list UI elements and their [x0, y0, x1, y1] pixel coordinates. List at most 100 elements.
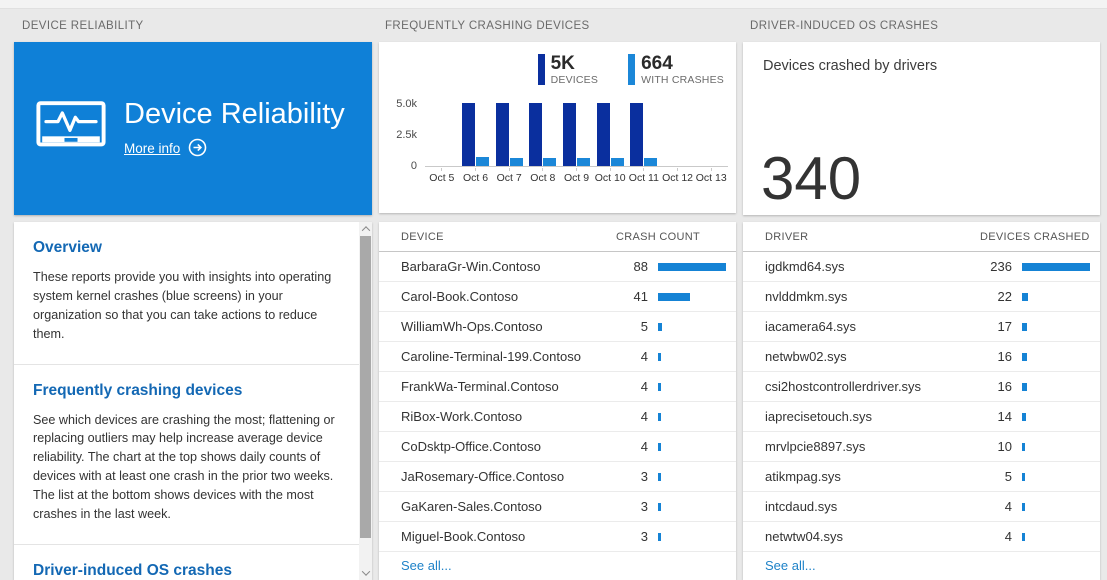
table-row[interactable]: intcdaud.sys 4 — [743, 492, 1100, 522]
row-bar — [1022, 442, 1092, 451]
chart-bar-group: Oct 5 — [425, 104, 459, 184]
legend-label: WITH CRASHES — [641, 73, 724, 86]
row-bar — [1022, 412, 1092, 421]
table-row[interactable]: igdkmd64.sys 236 — [743, 252, 1100, 282]
chart-bar — [462, 103, 475, 166]
table-row[interactable]: WilliamWh-Ops.Contoso 5 — [379, 312, 736, 342]
chart-bar-group: Oct 7 — [492, 103, 527, 184]
row-label: Carol-Book.Contoso — [401, 289, 519, 304]
chart-bar-group: Oct 6 — [458, 103, 493, 184]
table-row[interactable]: nvlddmkm.sys 22 — [743, 282, 1100, 312]
legend-item: 5K DEVICES — [537, 53, 599, 86]
table-row[interactable]: FrankWa-Terminal.Contoso 4 — [379, 372, 736, 402]
chart-bar — [529, 103, 543, 166]
row-bar — [658, 352, 728, 361]
table-row[interactable]: iaprecisetouch.sys 14 — [743, 402, 1100, 432]
row-bar — [658, 322, 728, 331]
tile-title: Device Reliability — [124, 97, 345, 130]
scrollbar-thumb[interactable] — [360, 236, 371, 538]
chart-bar-group: Oct 10 — [593, 103, 628, 184]
row-label: atikmpag.sys — [765, 469, 841, 484]
arrow-circle-icon[interactable] — [188, 138, 207, 160]
table-row[interactable]: BarbaraGr-Win.Contoso 88 — [379, 252, 736, 282]
top-band — [0, 0, 1107, 9]
row-value: 5 — [1004, 469, 1012, 484]
legend-value: 5K — [550, 53, 575, 74]
table-row[interactable]: iacamera64.sys 17 — [743, 312, 1100, 342]
drivers-table-body: igdkmd64.sys 236 nvlddmkm.sys 22 iacamera64.… — [743, 252, 1100, 552]
row-value: 3 — [640, 499, 648, 514]
table-row[interactable]: Caroline-Terminal-199.Contoso 4 — [379, 342, 736, 372]
row-label: iaprecisetouch.sys — [765, 409, 872, 424]
scrollbar-up-icon[interactable] — [359, 222, 372, 236]
section-header-frequently-crashing: FREQUENTLY CRASHING DEVICES — [385, 20, 590, 32]
row-value: 4 — [640, 379, 648, 394]
legend-label: DEVICES — [550, 73, 599, 86]
table-row[interactable]: mrvlpcie8897.sys 10 — [743, 432, 1100, 462]
legend-swatch-icon — [537, 54, 545, 85]
row-value: 17 — [997, 319, 1012, 334]
row-bar — [1022, 292, 1092, 301]
row-bar — [1022, 472, 1092, 481]
row-bar — [658, 442, 728, 451]
scrollbar[interactable] — [359, 222, 372, 580]
row-bar — [658, 532, 728, 541]
row-label: JaRosemary-Office.Contoso — [401, 469, 565, 484]
overview-heading: Overview — [33, 239, 102, 256]
table-row[interactable]: GaKaren-Sales.Contoso 3 — [379, 492, 736, 522]
chart-bar-group: Oct 13 — [694, 104, 729, 184]
more-info-link[interactable]: More info — [124, 141, 181, 156]
device-reliability-tile[interactable]: Device Reliability More info — [14, 42, 372, 215]
x-tick-label: Oct 7 — [492, 168, 526, 184]
table-row[interactable]: CoDsktp-Office.Contoso 4 — [379, 432, 736, 462]
row-value: 4 — [640, 439, 648, 454]
x-tick-label: Oct 13 — [694, 168, 728, 184]
table-row[interactable]: csi2hostcontrollerdriver.sys 16 — [743, 372, 1100, 402]
table-row[interactable]: JaRosemary-Office.Contoso 3 — [379, 462, 736, 492]
scrollbar-down-icon[interactable] — [359, 566, 372, 580]
column-header-driver: DRIVER — [765, 230, 809, 243]
x-tick-label: Oct 6 — [459, 168, 493, 184]
legend-swatch-icon — [628, 54, 636, 85]
table-row[interactable]: Miguel-Book.Contoso 3 — [379, 522, 736, 552]
overview-section: Overview These reports provide you with … — [14, 222, 359, 365]
table-row[interactable]: Carol-Book.Contoso 41 — [379, 282, 736, 312]
row-bar — [1022, 352, 1092, 361]
row-bar — [658, 502, 728, 511]
frequently-crashing-body: See which devices are crashing the most;… — [33, 412, 335, 522]
chart-bar — [644, 158, 658, 166]
chart-bar-group: Oct 8 — [526, 103, 560, 184]
y-tick-label: 2.5k — [396, 129, 417, 141]
row-label: nvlddmkm.sys — [765, 289, 848, 304]
row-value: 4 — [1004, 499, 1012, 514]
row-bar — [1022, 262, 1092, 271]
drivers-see-all-link[interactable]: See all... — [765, 558, 816, 573]
crashing-devices-chart-card: 5K DEVICES 664 WITH CRASHES 5.0k 2.5k 0 Oct… — [379, 42, 736, 213]
bar-chart: Oct 5 Oct 6 Oct 7 Oct 8 Oct 9 Oct 10 Oct 11 Oct… — [425, 103, 729, 184]
row-label: netwbw02.sys — [765, 349, 847, 364]
x-tick-label: Oct 10 — [593, 168, 627, 184]
row-value: 22 — [997, 289, 1012, 304]
table-row[interactable]: RiBox-Work.Contoso 4 — [379, 402, 736, 432]
devices-see-all-link[interactable]: See all... — [401, 558, 452, 573]
chart-bar — [543, 158, 557, 166]
devices-crashed-summary-card: Devices crashed by drivers 340 — [743, 42, 1100, 215]
crashing-devices-table-card: DEVICE CRASH COUNT BarbaraGr-Win.Contoso… — [379, 222, 736, 580]
row-label: GaKaren-Sales.Contoso — [401, 499, 542, 514]
row-value: 41 — [633, 289, 648, 304]
overview-panel: Overview These reports provide you with … — [14, 222, 372, 580]
table-row[interactable]: atikmpag.sys 5 — [743, 462, 1100, 492]
chart-bar — [577, 158, 591, 166]
chart-legend: 5K DEVICES 664 WITH CRASHES — [537, 53, 724, 86]
row-label: CoDsktp-Office.Contoso — [401, 439, 541, 454]
row-value: 14 — [997, 409, 1012, 424]
row-bar — [1022, 532, 1092, 541]
device-reliability-monitor-icon — [36, 101, 106, 156]
x-tick-label: Oct 12 — [661, 168, 695, 184]
row-bar — [658, 472, 728, 481]
row-value: 3 — [640, 529, 648, 544]
table-row[interactable]: netwbw02.sys 16 — [743, 342, 1100, 372]
row-value: 4 — [640, 409, 648, 424]
table-row[interactable]: netwtw04.sys 4 — [743, 522, 1100, 552]
chart-bar — [596, 103, 610, 166]
